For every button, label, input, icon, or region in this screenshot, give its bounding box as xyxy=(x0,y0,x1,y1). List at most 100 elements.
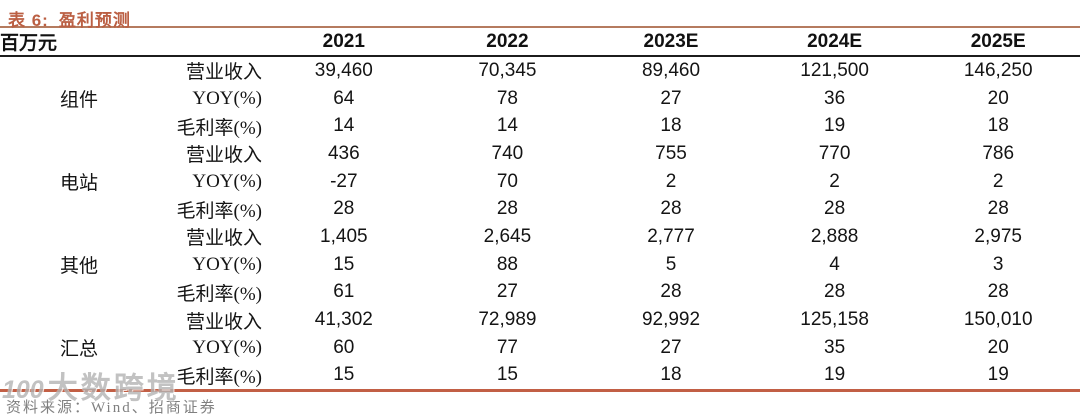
metric-label: YOY(%) xyxy=(192,336,263,358)
group-label-components: 组件 xyxy=(59,90,98,112)
cell-value: 14 xyxy=(496,115,518,137)
cell-value: 770 xyxy=(818,142,851,164)
table-row: 毛利率(%) 28 28 28 28 28 xyxy=(0,195,1080,223)
table-number: 表 6: xyxy=(8,11,49,30)
year-header-2023e: 2023E xyxy=(643,30,699,52)
metric-label: YOY(%) xyxy=(192,87,263,109)
metric-label: 营业收入 xyxy=(186,311,263,333)
cell-value: 20 xyxy=(987,336,1009,358)
table-row: YOY(%) 64 78 27 36 20 xyxy=(0,85,1080,113)
cell-value: 5 xyxy=(665,253,677,275)
table-row: 电站 营业收入 436 740 755 770 786 xyxy=(0,140,1080,194)
cell-value: 27 xyxy=(496,281,518,303)
metric-label: 毛利率(%) xyxy=(176,283,263,305)
cell-value: 28 xyxy=(987,281,1009,303)
cell-value: 740 xyxy=(491,142,524,164)
group-label-other: 其他 xyxy=(59,256,98,278)
cell-value: 786 xyxy=(982,142,1015,164)
cell-value: 2 xyxy=(665,170,677,192)
cell-value: 2 xyxy=(829,170,840,192)
cell-value: 64 xyxy=(333,87,355,109)
table-title-text: 盈利预测 xyxy=(58,11,131,30)
cell-value: 18 xyxy=(660,364,682,386)
year-header-2024e: 2024E xyxy=(807,30,863,52)
cell-value: 15 xyxy=(333,253,355,275)
profit-forecast-table: 百万元 2021 2022 2023E 2024E 2025E 组件 营业收入 … xyxy=(0,28,1080,393)
cell-value: 146,250 xyxy=(963,59,1033,81)
cell-value: 19 xyxy=(987,364,1009,386)
cell-value: 61 xyxy=(333,281,355,303)
cell-value: 89,460 xyxy=(641,59,701,81)
cell-value: 28 xyxy=(660,281,682,303)
cell-value: 70,345 xyxy=(478,59,537,81)
table-row: YOY(%) -27 70 2 2 2 xyxy=(0,168,1080,196)
unit-header: 百万元 xyxy=(0,33,58,54)
cell-value: 19 xyxy=(824,115,846,137)
metric-label: 营业收入 xyxy=(186,228,263,250)
cell-value: 39,460 xyxy=(314,59,373,81)
cell-value: 755 xyxy=(655,142,687,164)
cell-value: 19 xyxy=(824,364,846,386)
group-label-total: 汇总 xyxy=(59,339,98,361)
year-header-2021: 2021 xyxy=(322,30,365,52)
cell-value: 3 xyxy=(992,253,1004,275)
cell-value: 78 xyxy=(496,87,518,109)
metric-label: 毛利率(%) xyxy=(176,366,263,388)
metric-label: 营业收入 xyxy=(186,145,263,167)
table-row: 毛利率(%) 15 15 18 19 19 xyxy=(0,362,1080,391)
cell-value: 28 xyxy=(824,281,846,303)
metric-label: 营业收入 xyxy=(186,62,263,84)
source-note: 资料来源：Wind、招商证券 xyxy=(6,400,217,417)
year-header-2025e: 2025E xyxy=(970,30,1026,52)
cell-value: 35 xyxy=(824,336,846,358)
cell-value: 121,500 xyxy=(800,59,869,81)
cell-value: 1,405 xyxy=(320,225,368,247)
metric-label: YOY(%) xyxy=(192,253,263,275)
cell-value: 28 xyxy=(333,198,355,220)
year-header-2022: 2022 xyxy=(486,30,529,52)
cell-value: 60 xyxy=(333,336,355,358)
cell-value: 28 xyxy=(660,198,682,220)
cell-value: 125,158 xyxy=(800,309,869,331)
table-title: 表 6: 盈利预测 xyxy=(0,0,1080,30)
cell-value: 28 xyxy=(496,198,518,220)
cell-value: 14 xyxy=(333,115,355,137)
cell-value: -27 xyxy=(330,170,358,192)
cell-value: 2,888 xyxy=(810,225,859,247)
header-row: 百万元 2021 2022 2023E 2024E 2025E xyxy=(0,28,1080,56)
table-row: YOY(%) 15 88 5 4 3 xyxy=(0,251,1080,279)
cell-value: 2,777 xyxy=(647,225,695,247)
cell-value: 28 xyxy=(824,198,846,220)
cell-value: 27 xyxy=(660,87,682,109)
cell-value: 41,302 xyxy=(314,309,373,331)
cell-value: 4 xyxy=(829,253,840,275)
cell-value: 36 xyxy=(824,87,846,109)
cell-value: 15 xyxy=(496,364,518,386)
metric-label: 毛利率(%) xyxy=(176,117,263,139)
cell-value: 2,975 xyxy=(974,225,1022,247)
cell-value: 77 xyxy=(496,336,518,358)
cell-value: 20 xyxy=(987,87,1009,109)
table-row: YOY(%) 60 77 27 35 20 xyxy=(0,334,1080,362)
table-row: 汇总 营业收入 41,302 72,989 92,992 125,158 150… xyxy=(0,306,1080,360)
table-row: 毛利率(%) 61 27 28 28 28 xyxy=(0,279,1080,307)
table-row: 组件 营业收入 39,460 70,345 89,460 121,500 146… xyxy=(0,56,1080,111)
cell-value: 436 xyxy=(327,142,360,164)
cell-value: 2 xyxy=(992,170,1004,192)
metric-label: YOY(%) xyxy=(192,170,263,192)
cell-value: 18 xyxy=(660,115,682,137)
cell-value: 15 xyxy=(333,364,355,386)
metric-label: 毛利率(%) xyxy=(176,200,263,222)
cell-value: 27 xyxy=(660,336,682,358)
cell-value: 18 xyxy=(987,115,1009,137)
cell-value: 88 xyxy=(496,253,518,275)
table-row: 毛利率(%) 14 14 18 19 18 xyxy=(0,112,1080,140)
cell-value: 28 xyxy=(987,198,1009,220)
cell-value: 72,989 xyxy=(478,309,537,331)
cell-value: 150,010 xyxy=(963,309,1033,331)
table-row: 其他 营业收入 1,405 2,645 2,777 2,888 2,975 xyxy=(0,223,1080,277)
group-label-power-station: 电站 xyxy=(59,173,98,195)
cell-value: 92,992 xyxy=(641,309,701,331)
cell-value: 2,645 xyxy=(483,225,532,247)
